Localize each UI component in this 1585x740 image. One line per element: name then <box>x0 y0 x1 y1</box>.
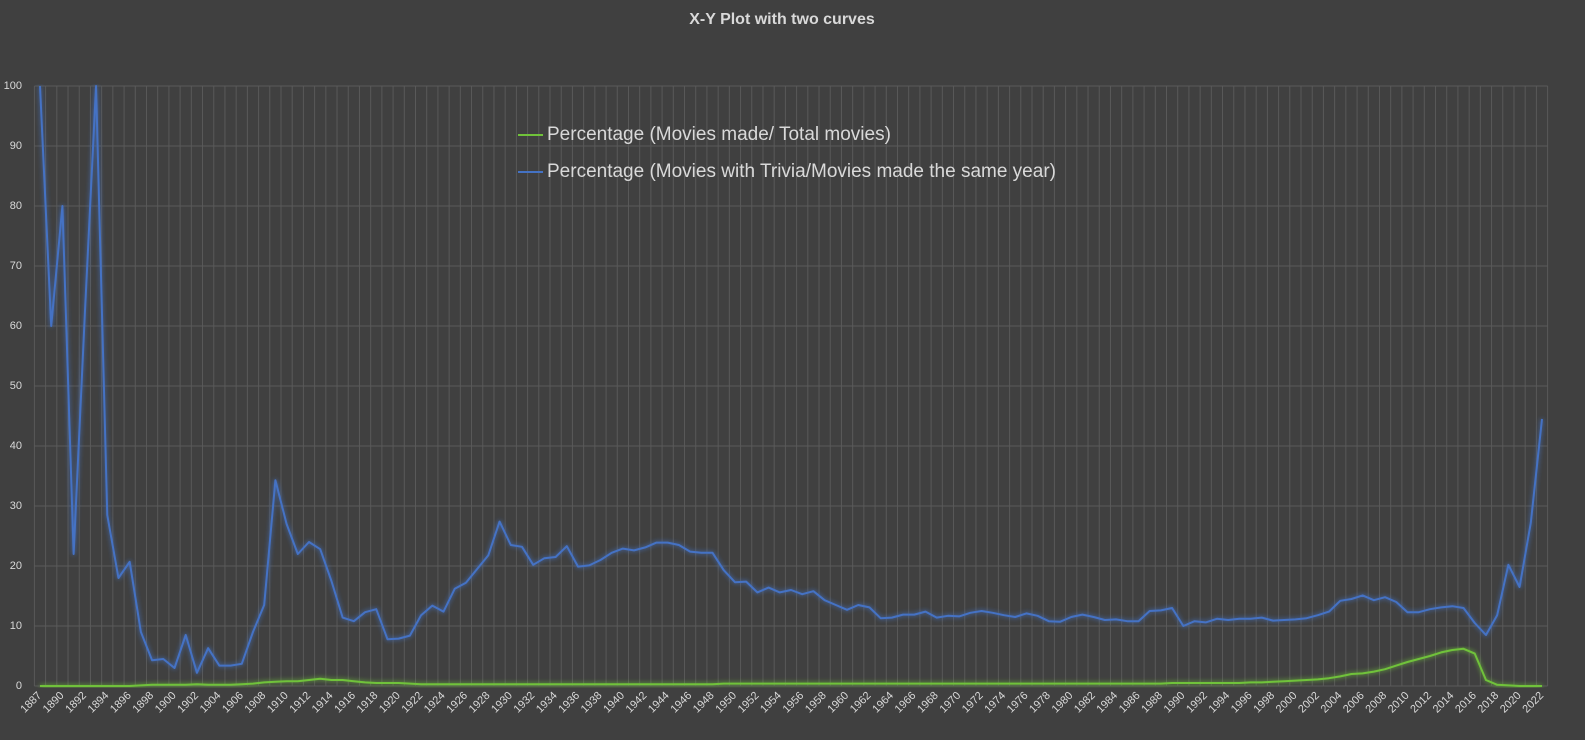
chart-title: X-Y Plot with two curves <box>689 11 875 28</box>
y-tick-label: 20 <box>10 560 22 572</box>
y-tick-label: 30 <box>10 500 22 512</box>
legend-label: Percentage (Movies with Trivia/Movies ma… <box>547 161 1056 182</box>
y-tick-label: 80 <box>10 200 22 212</box>
series-line <box>39 85 1543 674</box>
y-tick-label: 10 <box>10 620 22 632</box>
y-tick-label: 60 <box>10 320 22 332</box>
y-tick-label: 90 <box>10 140 22 152</box>
y-tick-label: 100 <box>4 80 22 92</box>
legend-label: Percentage (Movies made/ Total movies) <box>547 124 891 145</box>
series-line <box>40 647 1542 687</box>
y-tick-label: 40 <box>10 440 22 452</box>
y-tick-label: 0 <box>16 680 22 692</box>
y-tick-label: 50 <box>10 380 22 392</box>
y-tick-label: 70 <box>10 260 22 272</box>
